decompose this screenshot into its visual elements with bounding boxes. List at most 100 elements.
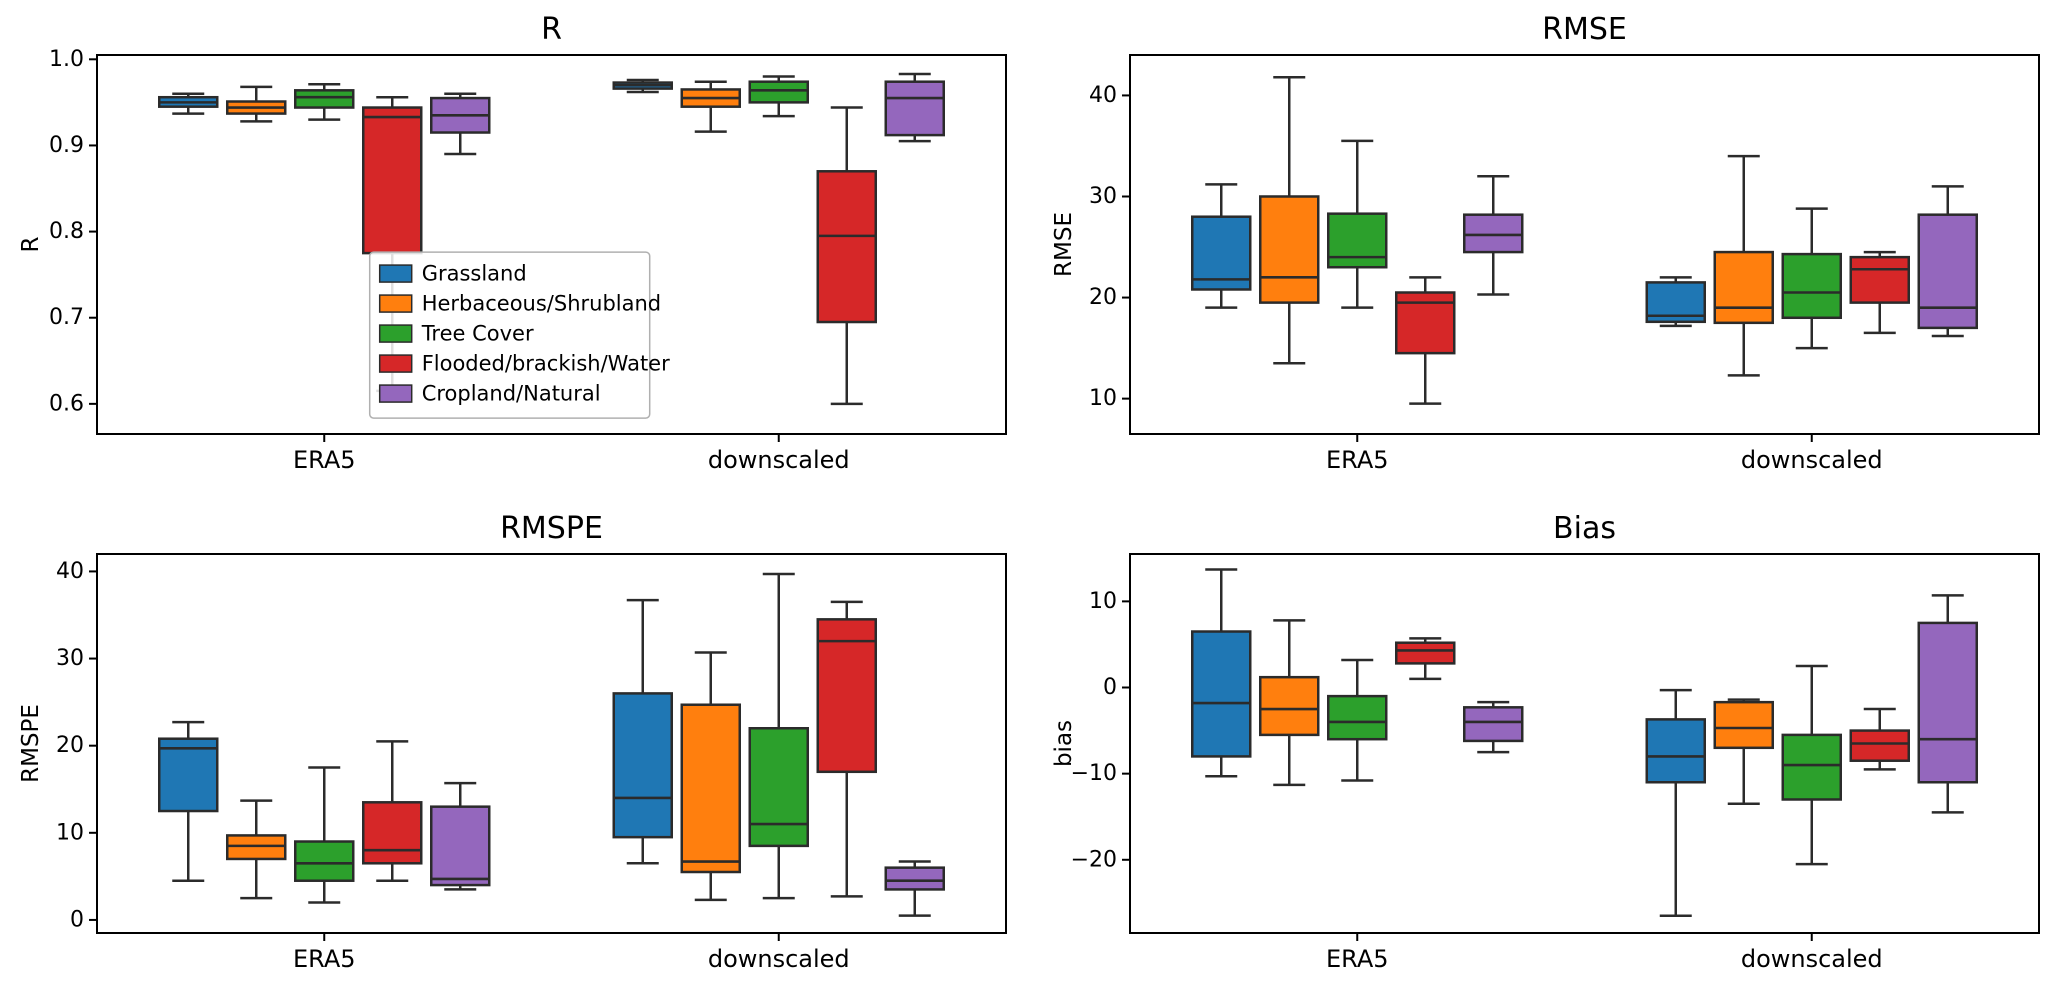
y-tick-label: 0: [70, 907, 84, 932]
box-flooded-brackish-water-downscaled: [1849, 250, 1911, 335]
iqr-box: [680, 703, 741, 874]
box-cropland-natural-downscaled: [884, 72, 945, 143]
box-herbaceous-shrubland-era5: [225, 85, 287, 123]
iqr-box: [225, 834, 287, 861]
x-tick-label: ERA5: [1326, 446, 1389, 474]
plot-frame: [95, 553, 1007, 934]
iqr-box: [157, 737, 219, 813]
iqr-box: [1191, 630, 1252, 758]
box-tree-cover-era5: [293, 766, 355, 904]
iqr-box: [748, 80, 809, 104]
y-tick-label: 0: [1103, 675, 1117, 700]
box-grassland-downscaled: [1645, 276, 1707, 328]
x-tick-label: downscaled: [1741, 446, 1883, 474]
box-tree-cover-downscaled: [748, 75, 809, 118]
boxplot-r: R R 0.6 0.7 0.8 0.9 1.0 ERA5 downscaled Grassland…: [18, 12, 1007, 474]
iqr-box: [1463, 213, 1524, 254]
x-tick-label: downscaled: [708, 945, 850, 973]
x-tick-label: ERA5: [293, 446, 356, 474]
box-tree-cover-downscaled: [1781, 207, 1843, 350]
plot-frame: [1129, 54, 2041, 435]
box-cropland-natural-downscaled: [1917, 185, 1979, 338]
box-herbaceous-shrubland-downscaled: [1713, 698, 1775, 806]
box-flooded-brackish-water-era5: [1395, 637, 1456, 681]
boxplot-rmspe: RMSPE RMSPE 0 10 20 30 40 ERA5 downscaled: [18, 511, 1007, 973]
chart-cell-rmse: RMSE RMSE 10 20 30 40 ERA5 downscaled: [1034, 0, 2067, 499]
y-tick-label: 0.7: [49, 305, 84, 330]
box-cropland-natural-era5: [1463, 175, 1524, 296]
iqr-box: [293, 89, 355, 109]
chart-title: R: [541, 12, 562, 47]
iqr-box: [884, 80, 945, 137]
y-tick-label: 30: [56, 646, 84, 671]
iqr-box: [1191, 215, 1252, 291]
chart-cell-rmspe: RMSPE RMSPE 0 10 20 30 40 ERA5 downscaled: [0, 499, 1034, 998]
iqr-box: [612, 692, 673, 839]
chart-title: RMSE: [1542, 12, 1627, 47]
box-cropland-natural-downscaled: [884, 860, 945, 917]
box-herbaceous-shrubland-era5: [225, 799, 287, 900]
box-cropland-natural-era5: [429, 781, 491, 891]
chart-cell-r: R R 0.6 0.7 0.8 0.9 1.0 ERA5 downscaled Grassland…: [0, 0, 1034, 499]
box-flooded-brackish-water-era5: [361, 740, 423, 882]
iqr-box: [1713, 250, 1775, 325]
x-tick-label: ERA5: [1326, 945, 1389, 973]
iqr-box: [1463, 706, 1524, 743]
y-tick-label: 0.9: [49, 133, 84, 158]
iqr-box: [1781, 733, 1843, 801]
iqr-box: [293, 840, 355, 882]
box-grassland-era5: [157, 720, 219, 882]
iqr-box: [1713, 700, 1775, 750]
y-axis-label: RMSE: [1051, 212, 1077, 277]
legend-swatch-herbaceous-shrubland: [378, 294, 413, 313]
y-tick-label: 10: [56, 820, 84, 845]
chart-cell-bias: Bias bias −20 −10 0 10 ERA5 downscaled: [1034, 499, 2067, 998]
legend-swatch-flooded-brackish-water: [378, 354, 413, 373]
y-tick-label: −20: [1071, 847, 1117, 872]
y-tick-label: 40: [1089, 83, 1117, 108]
iqr-box: [429, 805, 491, 887]
box-tree-cover-downscaled: [748, 572, 809, 900]
box-cropland-natural-era5: [429, 92, 491, 156]
box-flooded-brackish-water-era5: [1395, 276, 1456, 405]
legend-label-herbaceous-shrubland: Herbaceous/Shrubland: [421, 292, 660, 316]
iqr-box: [1395, 641, 1456, 665]
y-tick-label: 20: [56, 733, 84, 758]
x-tick-label: downscaled: [708, 446, 850, 474]
box-cropland-natural-downscaled: [1917, 594, 1979, 814]
y-tick-label: −10: [1071, 761, 1117, 786]
y-axis-label: RMSPE: [18, 704, 44, 783]
box-grassland-downscaled: [1645, 688, 1707, 918]
box-grassland-era5: [157, 92, 219, 115]
x-tick-label: downscaled: [1741, 945, 1883, 973]
x-tick-label: ERA5: [293, 945, 356, 973]
chart-title: Bias: [1553, 511, 1616, 546]
iqr-box: [1849, 729, 1911, 762]
iqr-box: [361, 106, 423, 255]
iqr-box: [816, 618, 877, 774]
legend-swatch-tree-cover: [378, 324, 413, 343]
iqr-box: [884, 866, 945, 891]
iqr-box: [1259, 675, 1320, 737]
y-tick-label: 40: [56, 559, 84, 584]
chart-title: RMSPE: [500, 511, 603, 546]
boxplot-bias: Bias bias −20 −10 0 10 ERA5 downscaled: [1051, 511, 2041, 973]
iqr-box: [748, 727, 809, 848]
iqr-box: [1327, 694, 1388, 741]
box-tree-cover-era5: [1327, 139, 1388, 309]
iqr-box: [1327, 212, 1388, 269]
iqr-box: [1917, 621, 1979, 784]
legend-swatch-grassland: [378, 264, 413, 283]
box-herbaceous-shrubland-downscaled: [680, 651, 741, 902]
boxplot-rmse: RMSE RMSE 10 20 30 40 ERA5 downscaled: [1051, 12, 2041, 474]
box-grassland-downscaled: [612, 78, 673, 94]
y-tick-label: 0.6: [49, 391, 84, 416]
box-herbaceous-shrubland-downscaled: [680, 80, 741, 133]
iqr-box: [1781, 252, 1843, 320]
box-grassland-downscaled: [612, 598, 673, 865]
y-axis-label: R: [18, 236, 44, 252]
plot-frame: [95, 54, 1007, 435]
y-tick-label: 20: [1089, 285, 1117, 310]
iqr-box: [1849, 255, 1911, 304]
box-herbaceous-shrubland-downscaled: [1713, 154, 1775, 377]
